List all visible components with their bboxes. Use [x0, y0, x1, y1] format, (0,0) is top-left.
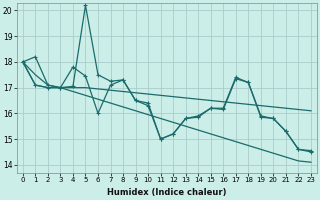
X-axis label: Humidex (Indice chaleur): Humidex (Indice chaleur)	[107, 188, 227, 197]
